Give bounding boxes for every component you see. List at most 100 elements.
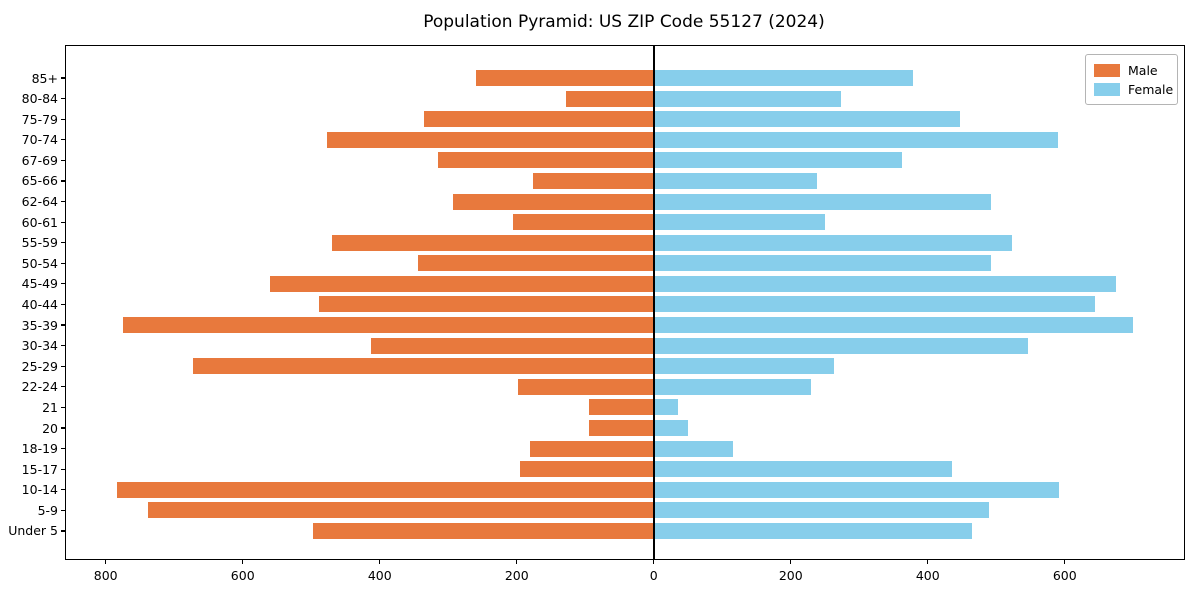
y-tick-label: 62-64 (21, 194, 58, 210)
y-tick-mark (61, 283, 66, 285)
bar-male-40-44 (319, 296, 654, 313)
bar-male-45-49 (270, 275, 654, 292)
y-tick-label: 45-49 (21, 276, 58, 292)
x-tick-mark (927, 559, 929, 564)
bar-male-25-29 (192, 358, 654, 375)
x-tick-label: 0 (649, 568, 658, 583)
x-tick-mark (653, 559, 655, 564)
bar-female-67-69 (653, 152, 902, 169)
y-tick-label: 85+ (31, 70, 58, 86)
x-tick-mark (516, 559, 518, 564)
male-color-swatch (1094, 64, 1120, 77)
y-tick-label: 55-59 (21, 235, 58, 251)
y-tick-mark (61, 180, 66, 182)
bar-male-75-79 (423, 111, 654, 128)
x-tick-label: 600 (230, 568, 255, 583)
legend-item-female: Female (1094, 83, 1173, 96)
bar-female-45-49 (653, 275, 1117, 292)
y-tick-label: 5-9 (37, 502, 58, 518)
bar-male-20 (588, 420, 654, 437)
bar-female-Under 5 (653, 522, 973, 539)
bar-female-5-9 (653, 502, 989, 519)
x-tick-label: 400 (367, 568, 392, 583)
y-tick-mark (61, 448, 66, 450)
bar-male-22-24 (518, 378, 654, 395)
bar-male-80-84 (566, 90, 654, 107)
bar-female-50-54 (653, 255, 991, 272)
bar-female-65-66 (653, 172, 817, 189)
y-tick-mark (61, 509, 66, 511)
bar-female-25-29 (653, 358, 834, 375)
legend-item-male: Male (1094, 64, 1169, 77)
bar-female-70-74 (653, 131, 1058, 148)
y-tick-label: 65-66 (21, 173, 58, 189)
y-tick-label: 60-61 (21, 214, 58, 230)
y-tick-mark (61, 118, 66, 120)
bar-male-60-61 (513, 214, 654, 231)
y-tick-label: 50-54 (21, 255, 58, 271)
y-tick-mark (61, 489, 66, 491)
female-color-swatch (1094, 83, 1120, 96)
chart-title: Population Pyramid: US ZIP Code 55127 (2… (423, 12, 825, 32)
bar-female-35-39 (653, 317, 1134, 334)
bar-male-70-74 (327, 131, 654, 148)
bar-female-18-19 (653, 440, 733, 457)
bar-female-21 (653, 399, 678, 416)
plot-area: Male Female 85+ 80-84 75-79 70-74 67-69 65-66… (8, 45, 1185, 583)
bar-male-67-69 (437, 152, 654, 169)
bar-female-10-14 (653, 481, 1059, 498)
y-tick-label: 20 (42, 420, 58, 436)
x-tick-label: 800 (93, 568, 118, 583)
legend-label-female: Female (1128, 82, 1174, 97)
bar-female-75-79 (653, 111, 960, 128)
bar-male-62-64 (453, 193, 654, 210)
bar-female-60-61 (653, 214, 826, 231)
y-tick-mark (61, 324, 66, 326)
zero-axis-line (653, 46, 655, 559)
x-tick-mark (379, 559, 381, 564)
y-tick-label: 30-34 (21, 338, 58, 354)
y-tick-label: 10-14 (21, 482, 58, 498)
y-tick-mark (61, 262, 66, 264)
bar-male-15-17 (519, 461, 654, 478)
y-tick-mark (61, 77, 66, 79)
x-tick-label: 600 (1052, 568, 1077, 583)
y-tick-mark (61, 200, 66, 203)
y-tick-label: 80-84 (21, 91, 58, 107)
bar-male-5-9 (148, 502, 654, 519)
bar-male-85+ (475, 70, 654, 86)
y-tick-mark (61, 386, 66, 388)
y-tick-label: 15-17 (21, 461, 58, 477)
bar-male-10-14 (116, 481, 654, 498)
bar-female-15-17 (653, 461, 952, 478)
bar-female-40-44 (653, 296, 1095, 313)
y-tick-mark (61, 468, 66, 470)
y-tick-label: 67-69 (21, 152, 58, 168)
y-tick-mark (61, 242, 66, 244)
x-tick-mark (790, 559, 792, 564)
y-tick-label: 25-29 (21, 358, 58, 374)
bar-male-21 (588, 399, 654, 416)
bar-female-30-34 (653, 337, 1028, 354)
y-tick-mark (61, 221, 66, 223)
y-tick-label: 40-44 (21, 296, 58, 312)
y-tick-mark (61, 345, 66, 347)
y-tick-mark (61, 427, 66, 429)
bar-male-30-34 (370, 337, 654, 354)
bar-female-80-84 (653, 90, 841, 107)
bar-female-55-59 (653, 234, 1013, 251)
bar-male-55-59 (331, 234, 654, 251)
bar-male-65-66 (532, 172, 654, 189)
y-tick-label: 35-39 (21, 317, 58, 333)
bar-male-35-39 (122, 317, 654, 334)
bar-male-Under 5 (312, 522, 654, 539)
legend: Male Female (1085, 54, 1178, 105)
y-tick-mark (61, 365, 66, 367)
y-tick-mark (61, 530, 66, 532)
y-tick-label: 70-74 (21, 132, 58, 148)
legend-label-male: Male (1128, 63, 1158, 78)
x-tick-mark (105, 559, 107, 564)
bar-male-18-19 (530, 440, 654, 457)
y-tick-mark (61, 406, 66, 409)
